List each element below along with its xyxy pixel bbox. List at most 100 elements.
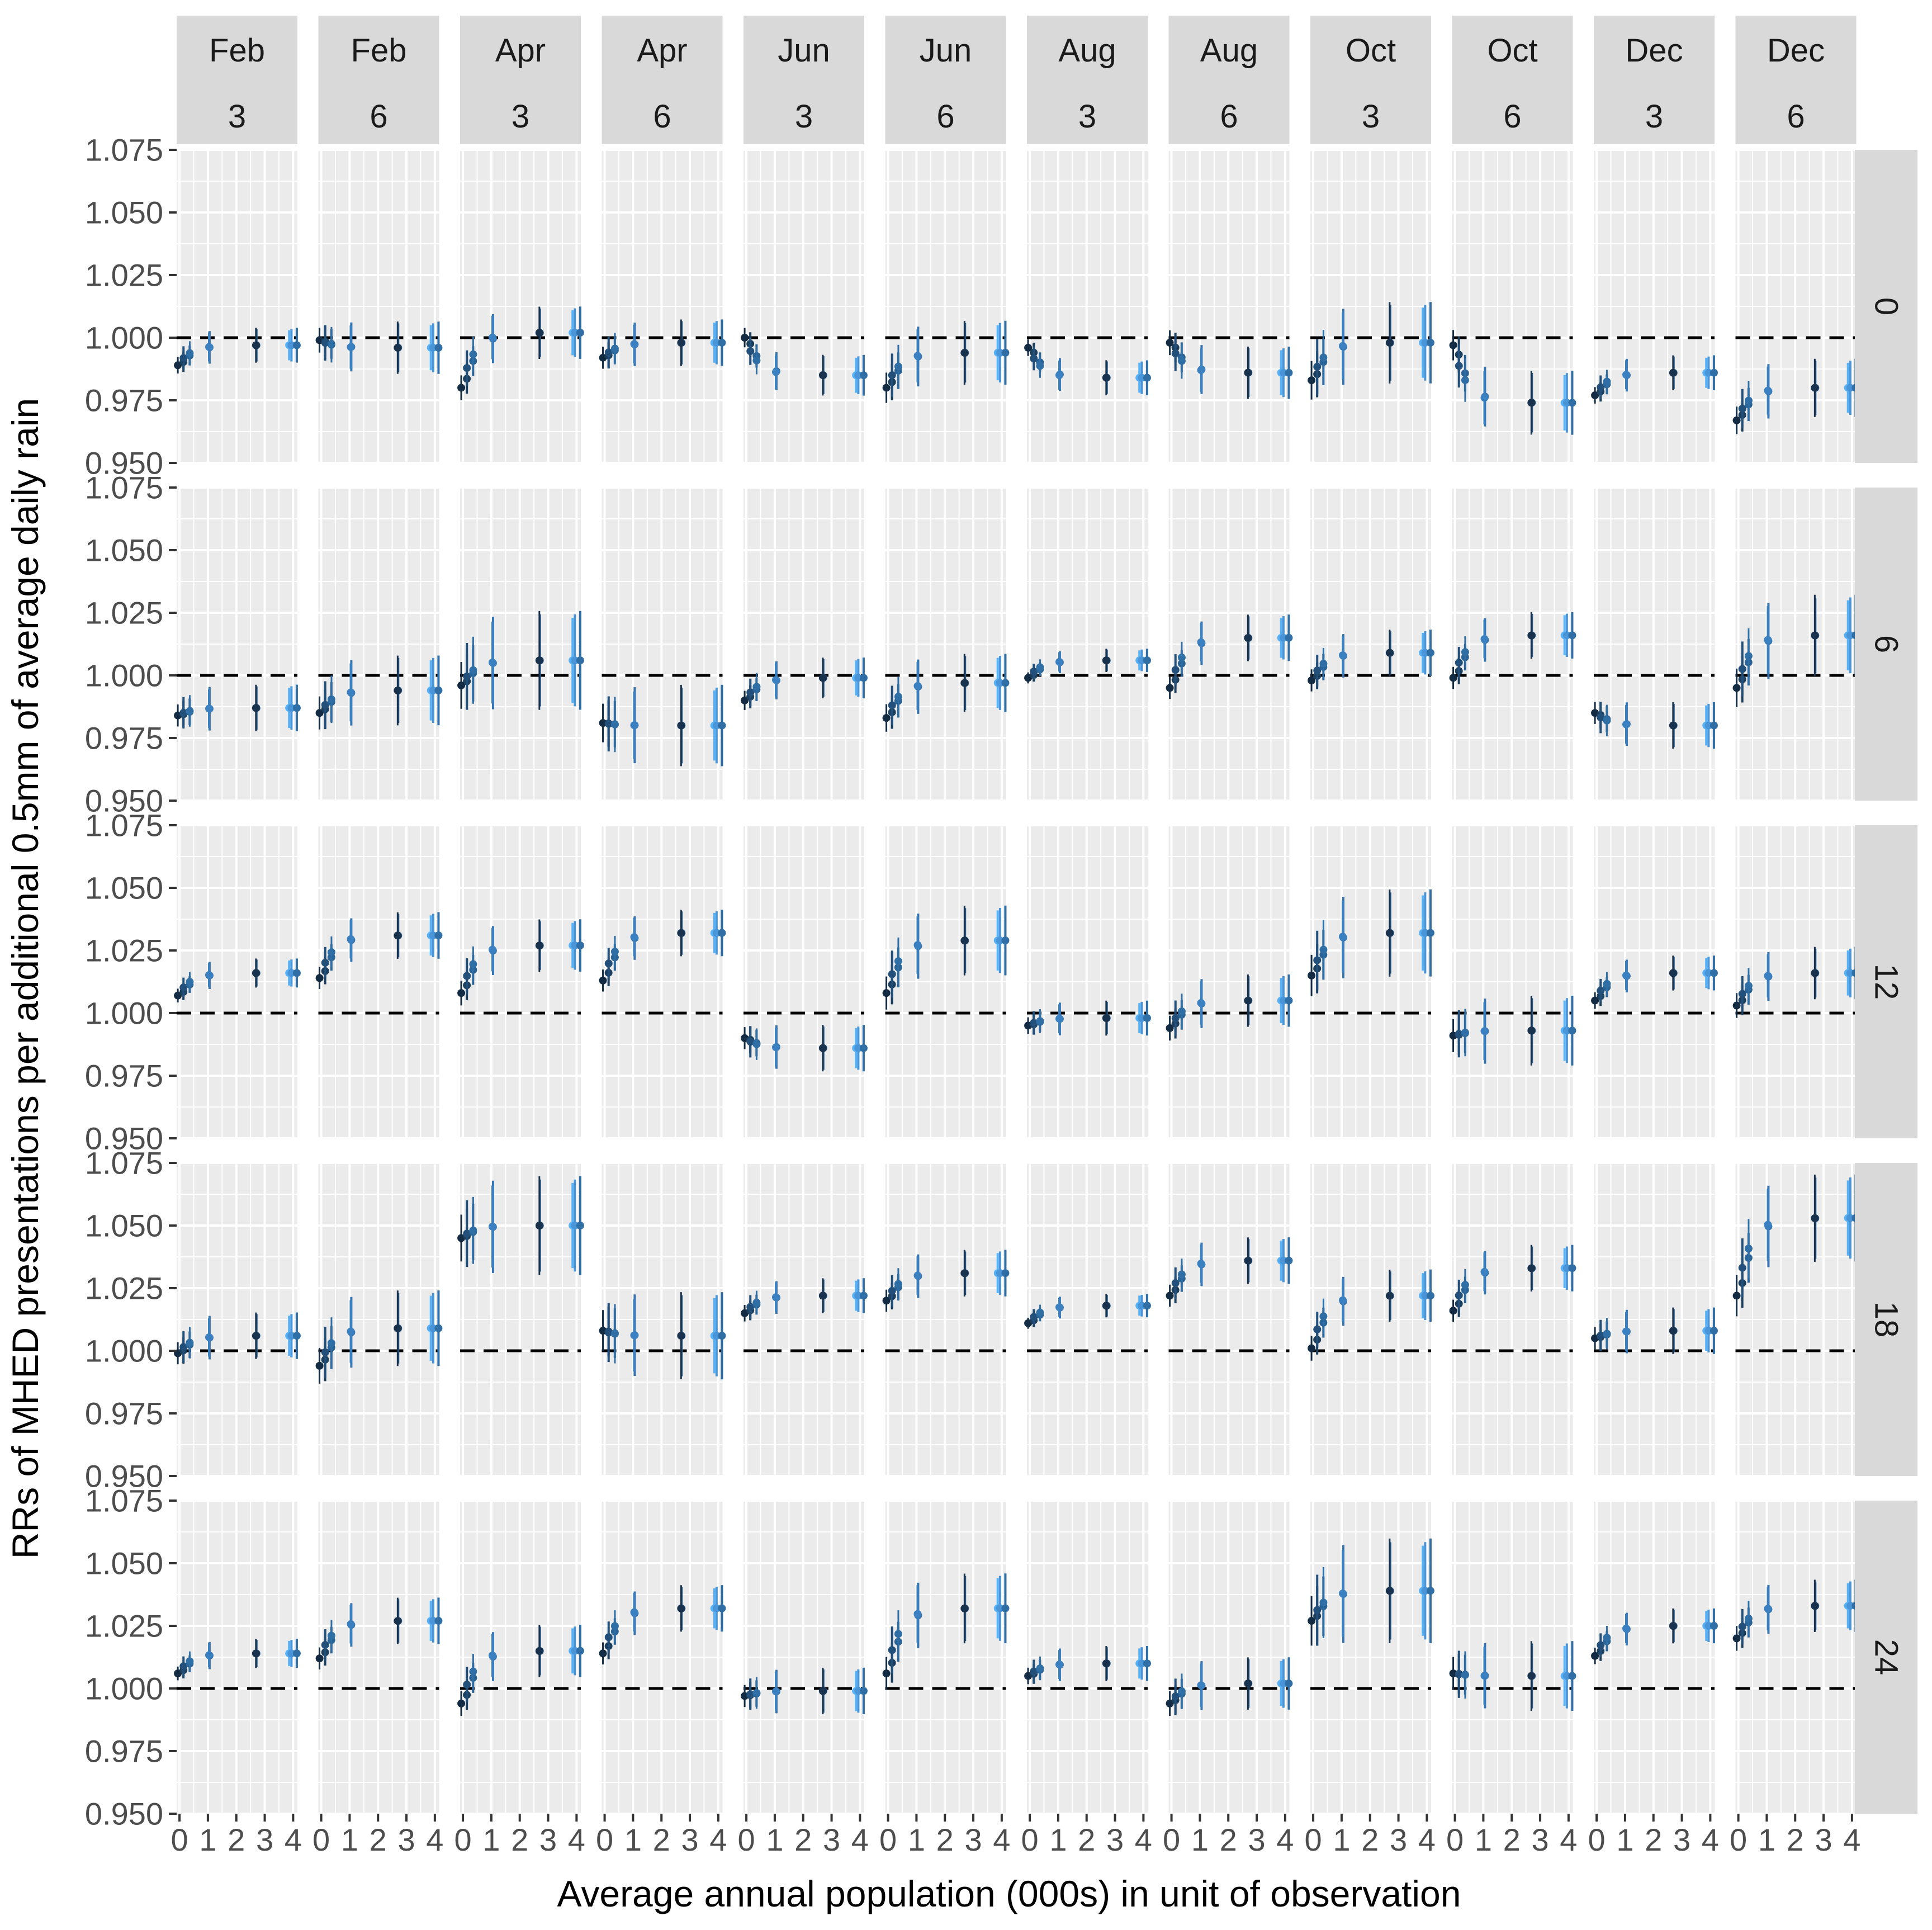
data-point: [913, 352, 922, 360]
y-tick-label: 1.050: [85, 195, 163, 230]
data-point: [535, 1647, 543, 1655]
data-point: [179, 708, 188, 717]
x-tick-label: 3: [964, 1822, 982, 1857]
data-point: [1244, 633, 1252, 642]
y-tick-label: 1.075: [85, 470, 163, 505]
data-point: [1568, 399, 1576, 407]
data-point: [1669, 1327, 1677, 1335]
data-point: [205, 343, 213, 351]
data-point: [292, 341, 301, 349]
y-tick-label: 0.975: [85, 383, 163, 418]
data-point: [1764, 636, 1772, 644]
x-tick-label: 3: [681, 1822, 698, 1857]
data-point: [1030, 668, 1038, 676]
data-point: [1764, 386, 1772, 395]
data-point: [1669, 969, 1677, 977]
data-point: [882, 714, 891, 722]
facet-strip-lag: 6: [1503, 98, 1521, 135]
data-point: [1030, 1667, 1038, 1676]
x-tick-label: 4: [1560, 1822, 1577, 1857]
x-tick-label: 3: [1531, 1822, 1549, 1857]
facet-strip-top: [1310, 16, 1431, 144]
data-point: [1527, 1672, 1536, 1680]
data-point: [1177, 1687, 1186, 1696]
facet-strip-lag: 6: [370, 98, 387, 135]
y-tick-label: 1.025: [85, 933, 163, 968]
x-tick-label: 4: [285, 1822, 302, 1857]
data-point: [1285, 1256, 1293, 1265]
y-tick-label: 1.075: [85, 1146, 163, 1181]
x-axis-title: Average annual population (000s) in unit…: [557, 1873, 1461, 1914]
data-point: [913, 1610, 922, 1618]
data-point: [894, 957, 902, 966]
data-point: [859, 674, 868, 682]
data-point: [394, 931, 402, 940]
data-point: [252, 1332, 260, 1340]
data-point: [463, 364, 471, 372]
data-point: [1001, 1604, 1010, 1612]
data-point: [1622, 1327, 1630, 1336]
data-point: [610, 344, 619, 353]
x-tick-label: 0: [312, 1822, 330, 1857]
data-point: [718, 721, 726, 730]
data-point: [327, 695, 335, 703]
data-point: [1455, 1030, 1463, 1038]
data-point: [746, 1038, 755, 1046]
data-point: [894, 362, 902, 371]
data-point: [1597, 713, 1605, 722]
x-tick-label: 0: [738, 1822, 755, 1857]
data-point: [1102, 656, 1110, 665]
data-point: [771, 368, 780, 376]
data-point: [1603, 716, 1611, 725]
facet-strip-top: [177, 16, 297, 144]
data-point: [771, 1293, 780, 1302]
data-point: [315, 974, 324, 982]
data-point: [321, 339, 329, 347]
x-tick-label: 3: [1815, 1822, 1832, 1857]
data-point: [960, 349, 969, 357]
data-point: [1480, 394, 1489, 402]
data-point: [1811, 384, 1819, 392]
x-tick-label: 0: [879, 1822, 897, 1857]
data-point: [1143, 1659, 1151, 1668]
data-point: [1710, 368, 1718, 377]
x-tick-label: 0: [454, 1822, 472, 1857]
data-point: [1030, 354, 1038, 363]
data-point: [913, 682, 922, 690]
x-tick-label: 1: [1049, 1822, 1067, 1857]
y-tick-label: 1.000: [85, 320, 163, 356]
y-tick-label: 1.050: [85, 871, 163, 906]
y-tick-label: 1.025: [85, 1271, 163, 1306]
data-point: [818, 1687, 827, 1695]
data-point: [1036, 1308, 1044, 1317]
data-point: [604, 959, 613, 968]
x-tick-label: 2: [228, 1822, 245, 1857]
data-point: [1811, 631, 1819, 640]
data-point: [677, 339, 685, 347]
data-point: [1313, 956, 1322, 964]
data-point: [1597, 383, 1605, 391]
x-tick-label: 2: [1645, 1822, 1662, 1857]
data-point: [1597, 1331, 1605, 1340]
data-point: [1764, 972, 1772, 980]
data-point: [1177, 654, 1186, 662]
data-point: [1622, 1624, 1630, 1633]
data-point: [315, 1654, 324, 1663]
data-point: [252, 969, 260, 977]
facet-strip-lag: 3: [1645, 98, 1663, 135]
facet-strip-top: [1735, 16, 1857, 144]
data-point: [1171, 1692, 1180, 1701]
data-point: [1744, 396, 1753, 405]
data-point: [1055, 1015, 1063, 1023]
data-point: [252, 704, 260, 712]
data-point: [1197, 999, 1205, 1007]
data-point: [894, 1630, 902, 1638]
data-point: [469, 1226, 477, 1234]
data-point: [179, 1662, 188, 1671]
data-point: [630, 1608, 638, 1616]
data-point: [1710, 969, 1718, 977]
data-point: [457, 384, 466, 392]
data-point: [1744, 1615, 1753, 1623]
data-point: [1449, 674, 1457, 682]
data-point: [1385, 1292, 1394, 1300]
